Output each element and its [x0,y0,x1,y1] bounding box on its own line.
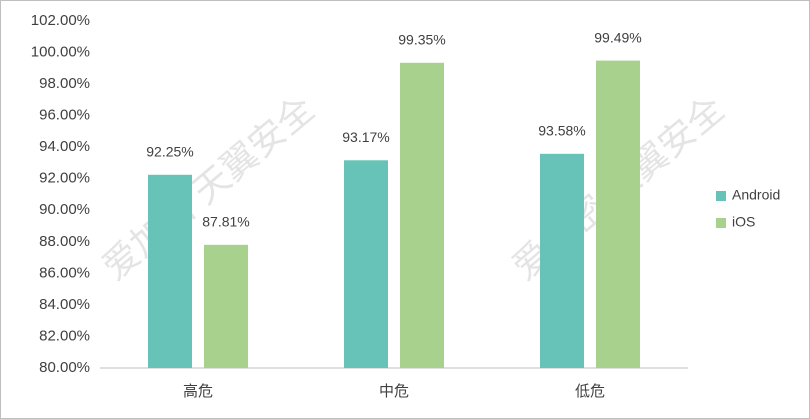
bar [540,153,584,368]
legend-swatch [716,191,726,201]
value-label: 87.81% [202,214,249,230]
value-label: 93.58% [538,123,585,139]
value-label: 93.17% [342,129,389,145]
value-label: 99.35% [398,32,445,48]
y-tick-label: 98.00% [39,75,90,92]
value-label: 99.49% [594,29,641,45]
y-tick-label: 90.00% [39,201,90,218]
legend-swatch [716,218,726,228]
y-tick-label: 100.00% [31,44,90,61]
y-tick-label: 82.00% [39,327,90,344]
y-tick-label: 80.00% [39,359,90,376]
bar [148,174,192,368]
legend-label: iOS [732,214,755,230]
x-tick-label: 低危 [575,383,605,400]
value-label: 92.25% [146,143,193,159]
y-tick-label: 96.00% [39,107,90,124]
y-tick-label: 84.00% [39,296,90,313]
x-tick-label: 高危 [183,383,213,400]
y-tick-label: 86.00% [39,264,90,281]
x-tick-label: 中危 [379,383,409,400]
y-tick-label: 88.00% [39,233,90,250]
bar [596,60,640,369]
bar [204,244,248,368]
bar [344,160,388,368]
y-tick-label: 92.00% [39,170,90,187]
legend-label: Android [732,187,780,203]
bar [400,62,444,368]
y-tick-label: 102.00% [31,12,90,29]
y-tick-label: 94.00% [39,138,90,155]
